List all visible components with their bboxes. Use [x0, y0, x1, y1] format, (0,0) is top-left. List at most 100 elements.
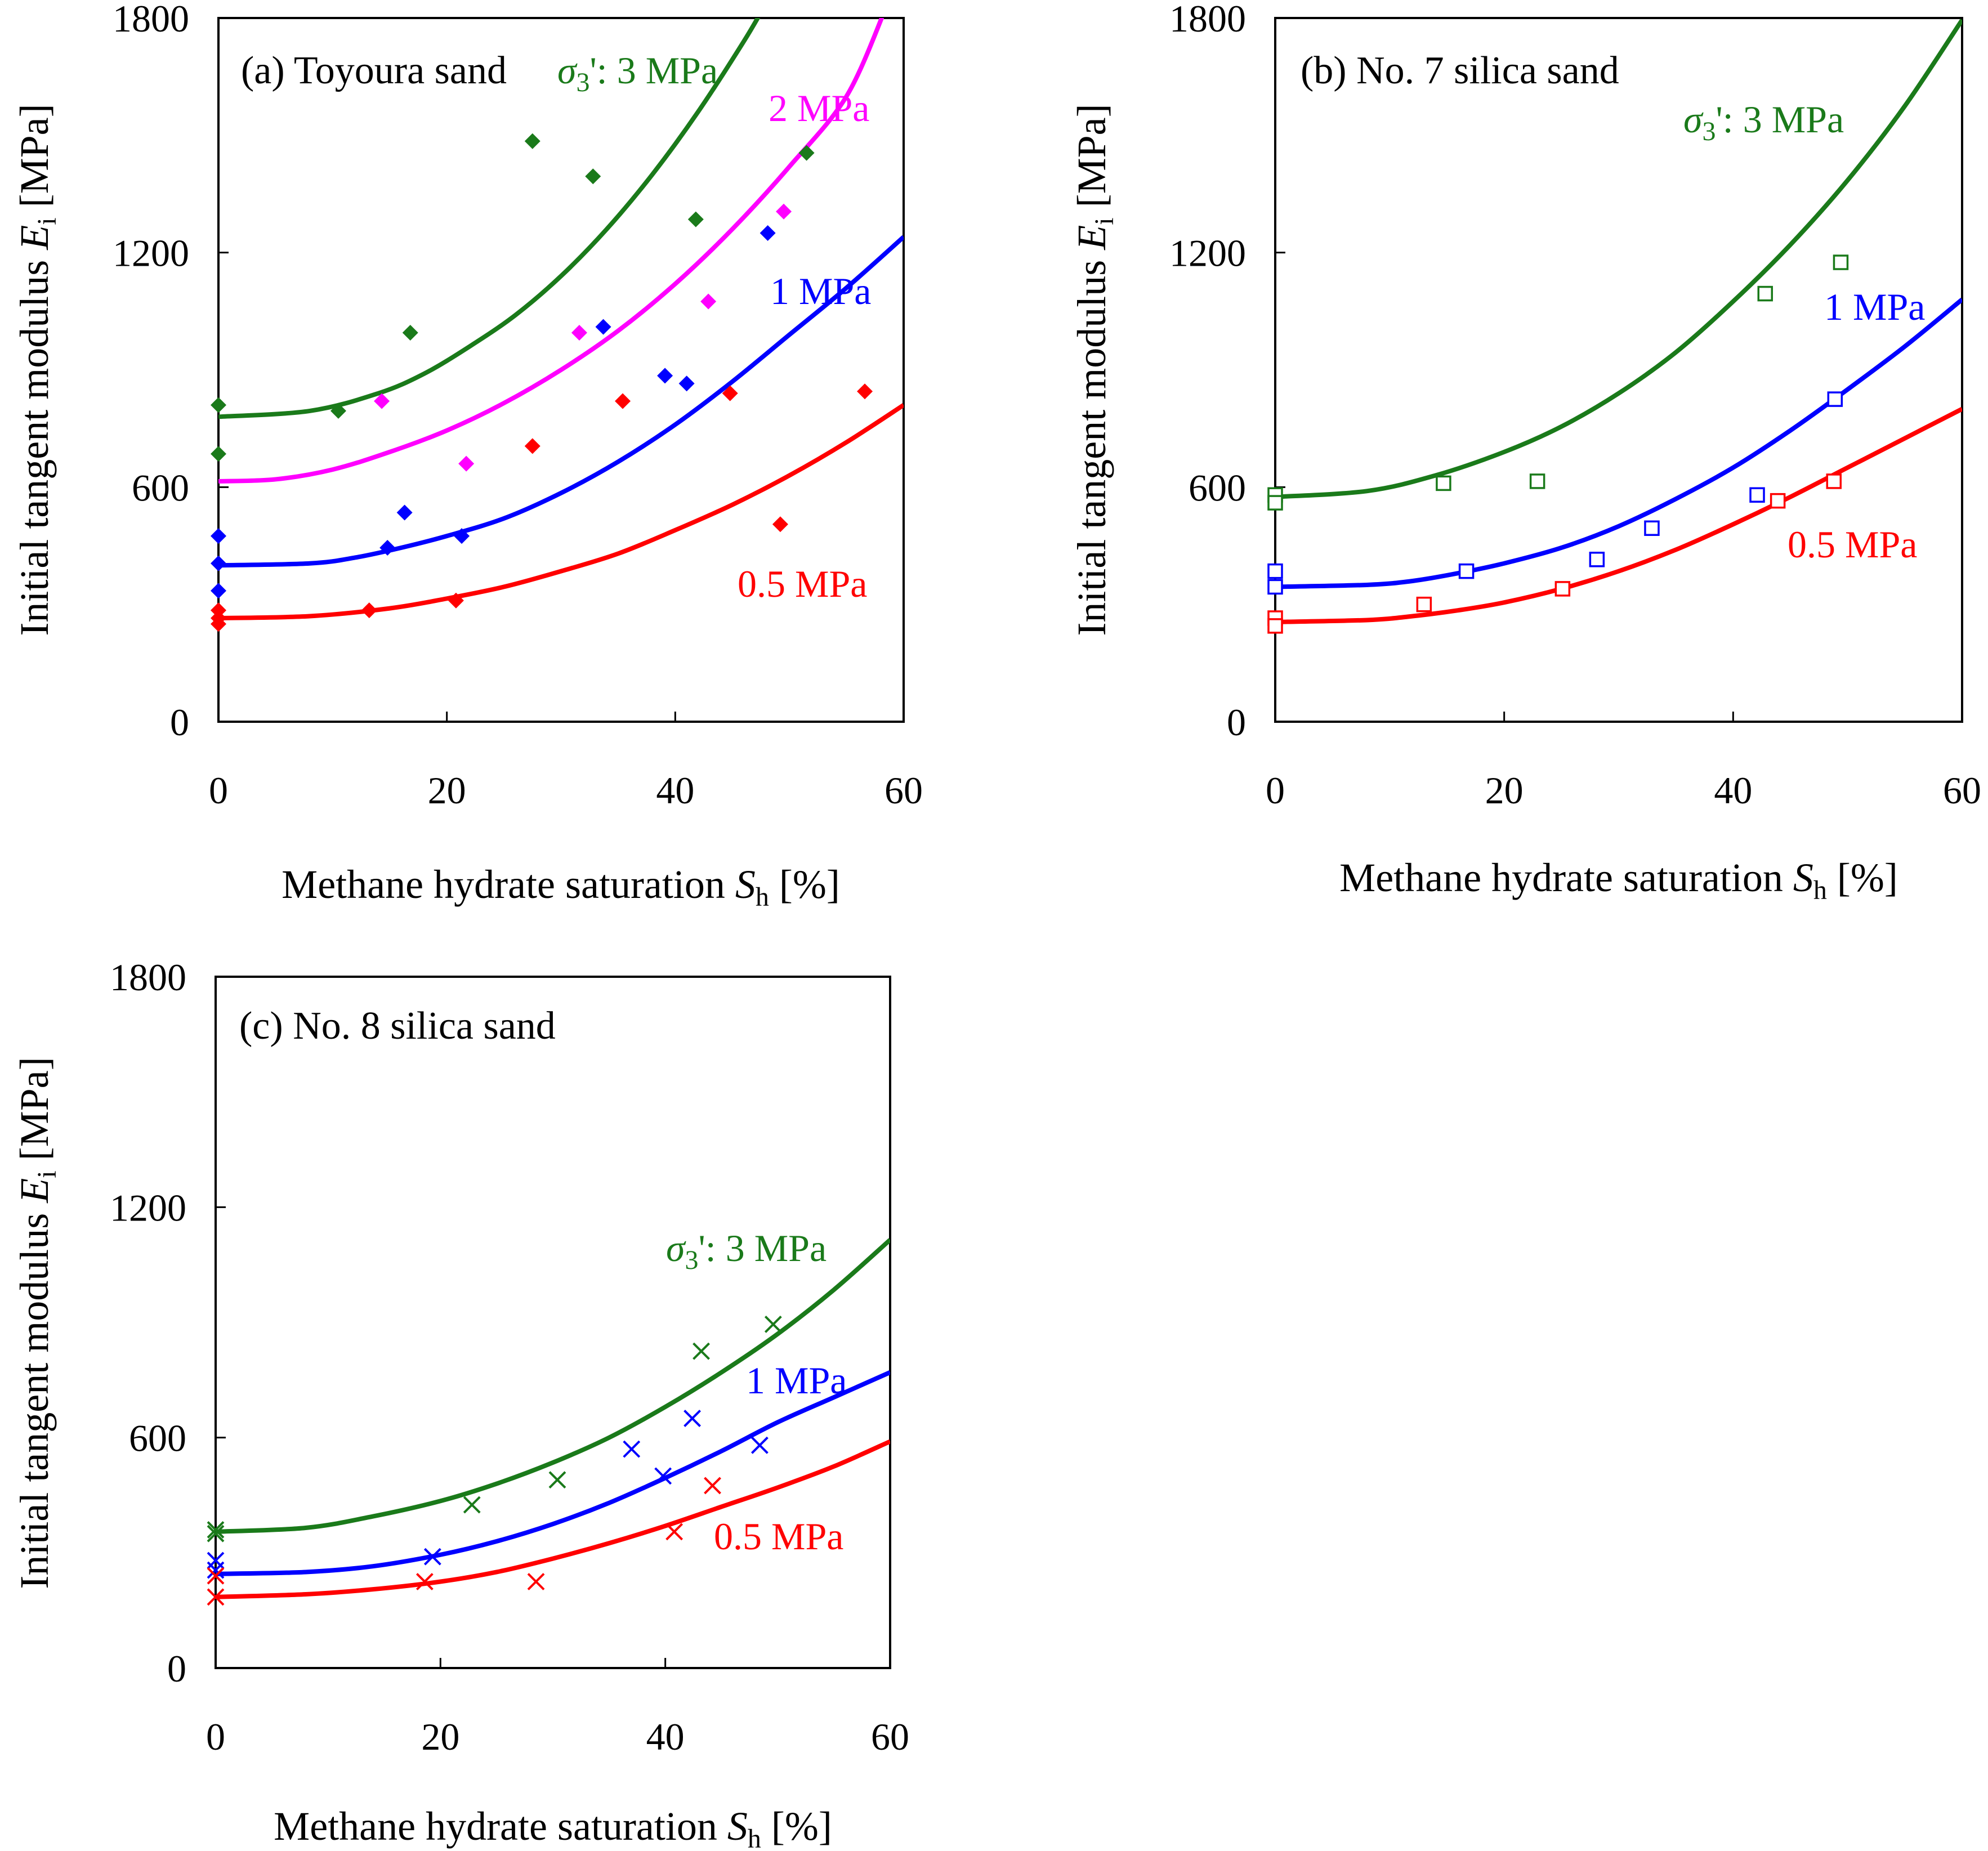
panel-c-point-3mpa: [207, 1524, 225, 1542]
panel-c-curve-3mpa: [216, 1238, 890, 1534]
panel-a-point-05mpa: [857, 383, 873, 400]
panel-a-point-3mpa: [211, 397, 226, 413]
panel-b-xtick-label: 0: [1266, 769, 1285, 812]
panel-b-point-1mpa: [1749, 487, 1765, 503]
panel-c-point-3mpa: [764, 1315, 782, 1333]
panel-a-ylabel: Initial tangent modulus Ei [MPa]: [12, 104, 62, 636]
panel-b-point-3mpa: [1529, 473, 1545, 489]
panel-b-xtick-label: 40: [1714, 769, 1752, 812]
panel-b-ytick-label: 600: [1189, 466, 1246, 509]
panel-a-ytick-label: 600: [132, 466, 189, 509]
panel-a-point-1mpa: [211, 528, 226, 544]
panel-a-point-2mpa: [571, 325, 587, 341]
panel-c-point-1mpa: [654, 1467, 672, 1485]
panel-a-label-2mpa: 2 MPa: [769, 87, 869, 129]
panel-a-point-1mpa: [760, 225, 776, 241]
panel-a-point-05mpa: [361, 602, 377, 619]
panel-b-ylabel: Initial tangent modulus Ei [MPa]: [1069, 104, 1119, 636]
panel-b-curve-1mpa: [1275, 297, 1962, 589]
panel-a-xtick-label: 60: [884, 769, 923, 812]
panel-b-xlabel: Methane hydrate saturation Sh [%]: [1339, 855, 1898, 905]
panel-a-point-05mpa: [524, 438, 540, 454]
panel-b: 0 600 1200 1800 0 20 40 60 (b) No. 7 silica san…: [1069, 0, 1981, 905]
panel-b-points: [1267, 254, 1849, 634]
panel-a: 0 600 1200 1800 0 20 40 60 (a) Toyoura sand σ3'…: [12, 0, 923, 912]
panel-a-curve-1mpa: [218, 235, 904, 568]
panel-a-ytick-label: 1200: [113, 232, 189, 275]
panel-a-label-05mpa: 0.5 MPa: [738, 562, 867, 605]
panel-b-point-05mpa: [1826, 473, 1842, 489]
panel-c-xtick-label: 40: [646, 1715, 685, 1758]
panel-b-xtick-label: 20: [1485, 769, 1524, 812]
panel-c-point-1mpa: [623, 1440, 641, 1458]
panel-a-point-3mpa: [585, 168, 601, 185]
panel-b-label-1mpa: 1 MPa: [1824, 285, 1925, 328]
panel-b-point-1mpa: [1589, 552, 1605, 567]
panel-c-frame: [215, 976, 891, 1669]
panel-b-ytick-label: 1800: [1169, 0, 1246, 40]
panel-b-point-3mpa: [1267, 495, 1283, 511]
panel-c-xtick-label: 0: [206, 1715, 225, 1758]
panel-b-point-05mpa: [1554, 581, 1571, 597]
panel-a-point-3mpa: [798, 145, 815, 161]
panel-b-point-05mpa: [1770, 493, 1786, 509]
panel-b-curves: [1275, 19, 1962, 624]
panel-a-point-1mpa: [678, 375, 695, 392]
panel-a-point-1mpa: [454, 528, 470, 544]
panel-a-point-1mpa: [379, 539, 396, 556]
panel-b-xtick-label: 60: [1943, 769, 1981, 812]
panel-c-point-3mpa: [207, 1521, 225, 1539]
panel-a-point-3mpa: [524, 133, 540, 149]
panel-a-point-1mpa: [211, 583, 226, 599]
panel-c-point-05mpa: [207, 1567, 225, 1585]
panel-c-point-05mpa: [207, 1588, 225, 1606]
panel-a-xlabel: Methane hydrate saturation Sh [%]: [282, 862, 840, 912]
panel-a-point-3mpa: [687, 211, 704, 227]
panel-c-point-05mpa: [416, 1573, 434, 1590]
panel-c-xlabel: Methane hydrate saturation Sh [%]: [274, 1804, 832, 1851]
panel-b-ytick-label: 0: [1227, 701, 1246, 744]
panel-b-point-05mpa: [1267, 618, 1283, 634]
panel-c-ytick-label: 600: [129, 1417, 186, 1460]
panel-a-frame: [217, 17, 905, 723]
panel-c-curve-1mpa: [216, 1370, 890, 1576]
panel-b-point-1mpa: [1267, 563, 1283, 579]
panel-b-title: (b) No. 7 silica sand: [1301, 49, 1619, 92]
panel-a-point-05mpa: [772, 516, 788, 533]
panel-b-ticks: [1274, 17, 1963, 723]
panel-b-point-1mpa: [1267, 579, 1283, 595]
panel-a-point-05mpa: [211, 616, 226, 632]
panel-a-tick-labels: 0 600 1200 1800 0 20 40 60: [113, 0, 923, 812]
panel-c-title: (c) No. 8 silica sand: [239, 1004, 556, 1048]
panel-b-curve-3mpa: [1275, 19, 1962, 499]
panel-b-point-1mpa: [1827, 391, 1843, 407]
panel-c-label-05mpa: 0.5 MPa: [714, 1515, 843, 1558]
panel-b-curve-05mpa: [1275, 406, 1962, 624]
panel-a-point-1mpa: [657, 368, 673, 384]
panel-c-ylabel: Initial tangent modulus Ei [MPa]: [12, 1057, 62, 1589]
panel-c-point-05mpa: [527, 1573, 545, 1590]
panel-a-xtick-label: 20: [428, 769, 466, 812]
panel-b-label-05mpa: 0.5 MPa: [1788, 523, 1917, 566]
panel-b-frame: [1274, 17, 1963, 723]
panel-a-title: (a) Toyoura sand: [241, 49, 507, 92]
panel-b-point-05mpa: [1416, 596, 1432, 612]
panel-c-label-3mpa: σ3': 3 MPa: [666, 1227, 827, 1275]
panel-a-point-3mpa: [402, 325, 418, 341]
panel-c-point-1mpa: [750, 1436, 769, 1454]
panel-c-point-05mpa: [704, 1477, 721, 1495]
panel-b-point-3mpa: [1436, 475, 1451, 491]
panel-a-point-2mpa: [700, 293, 717, 310]
panel-c-ytick-label: 1800: [110, 956, 186, 999]
panel-b-label-3mpa: σ3': 3 MPa: [1683, 98, 1844, 146]
panel-c-curves: [216, 1238, 890, 1599]
panel-a-xtick-label: 0: [209, 769, 228, 812]
panel-c-xtick-label: 20: [421, 1715, 459, 1758]
panel-b-point-3mpa: [1757, 285, 1773, 302]
panel-b-point-1mpa: [1644, 520, 1660, 536]
panel-c-point-3mpa: [463, 1496, 481, 1514]
panel-b-ytick-label: 1200: [1169, 232, 1246, 275]
panel-c-point-1mpa: [207, 1561, 225, 1579]
